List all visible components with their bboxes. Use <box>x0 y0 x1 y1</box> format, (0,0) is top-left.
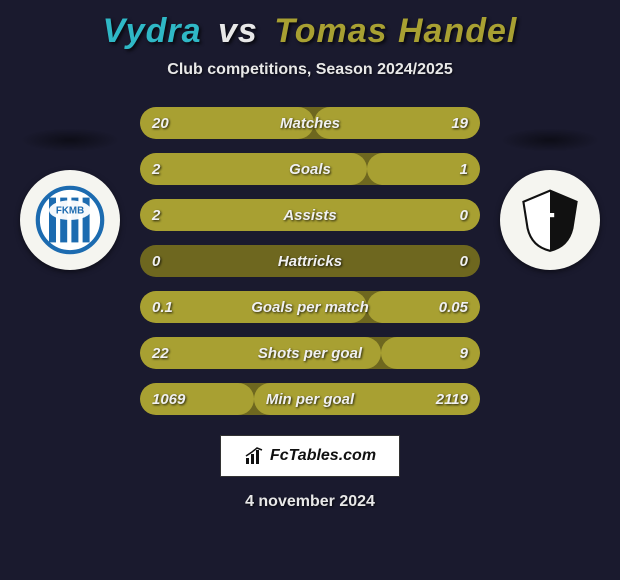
stat-row: Goals per match0.10.05 <box>140 291 480 323</box>
stat-row: Shots per goal229 <box>140 337 480 369</box>
fkmb-crest-icon: FKMB <box>35 185 105 255</box>
stats-bars-container: Matches2019 Goals21 Assists20 Hattricks00 Go… <box>140 107 480 415</box>
stat-bar-bg <box>140 199 480 231</box>
stat-bar-fill-left <box>140 291 367 323</box>
chart-icon <box>244 446 264 466</box>
stat-bar-fill-right <box>254 383 480 415</box>
svg-text:FKMB: FKMB <box>56 206 84 217</box>
stat-row: Hattricks00 <box>140 245 480 277</box>
stat-row: Goals21 <box>140 153 480 185</box>
stat-bar-bg <box>140 337 480 369</box>
player2-name: Tomas Handel <box>274 12 517 50</box>
stat-bar-bg <box>140 291 480 323</box>
stat-bar-fill-left <box>140 337 381 369</box>
stat-bar-fill-right <box>381 337 480 369</box>
stat-bar-fill-right <box>367 153 480 185</box>
stat-bar-fill-left <box>140 383 254 415</box>
player1-name: Vydra <box>103 12 202 50</box>
vitoria-crest-icon <box>515 185 585 255</box>
crest-shadow-right <box>500 128 600 152</box>
crest-shadow-left <box>20 128 120 152</box>
stat-bar-fill-right <box>367 291 480 323</box>
stat-bar-bg <box>140 107 480 139</box>
stat-row: Matches2019 <box>140 107 480 139</box>
page-title: Vydra vs Tomas Handel <box>0 0 620 51</box>
stat-row: Min per goal10692119 <box>140 383 480 415</box>
stat-bar-bg <box>140 153 480 185</box>
stat-bar-bg <box>140 383 480 415</box>
team-crest-left: FKMB <box>20 170 120 270</box>
stat-bar-fill-right <box>314 107 480 139</box>
vs-label: vs <box>218 12 258 50</box>
date-label: 4 november 2024 <box>0 493 620 511</box>
subtitle: Club competitions, Season 2024/2025 <box>0 61 620 79</box>
branding-badge: FcTables.com <box>220 435 400 477</box>
branding-text-main: FcTables.com <box>270 447 376 464</box>
stat-bar-bg <box>140 245 480 277</box>
stat-bar-fill-left <box>140 107 314 139</box>
stat-row: Assists20 <box>140 199 480 231</box>
branding-text: FcTables.com <box>270 447 376 465</box>
stat-bar-fill-left <box>140 199 480 231</box>
team-crest-right <box>500 170 600 270</box>
stat-bar-fill-left <box>140 153 367 185</box>
